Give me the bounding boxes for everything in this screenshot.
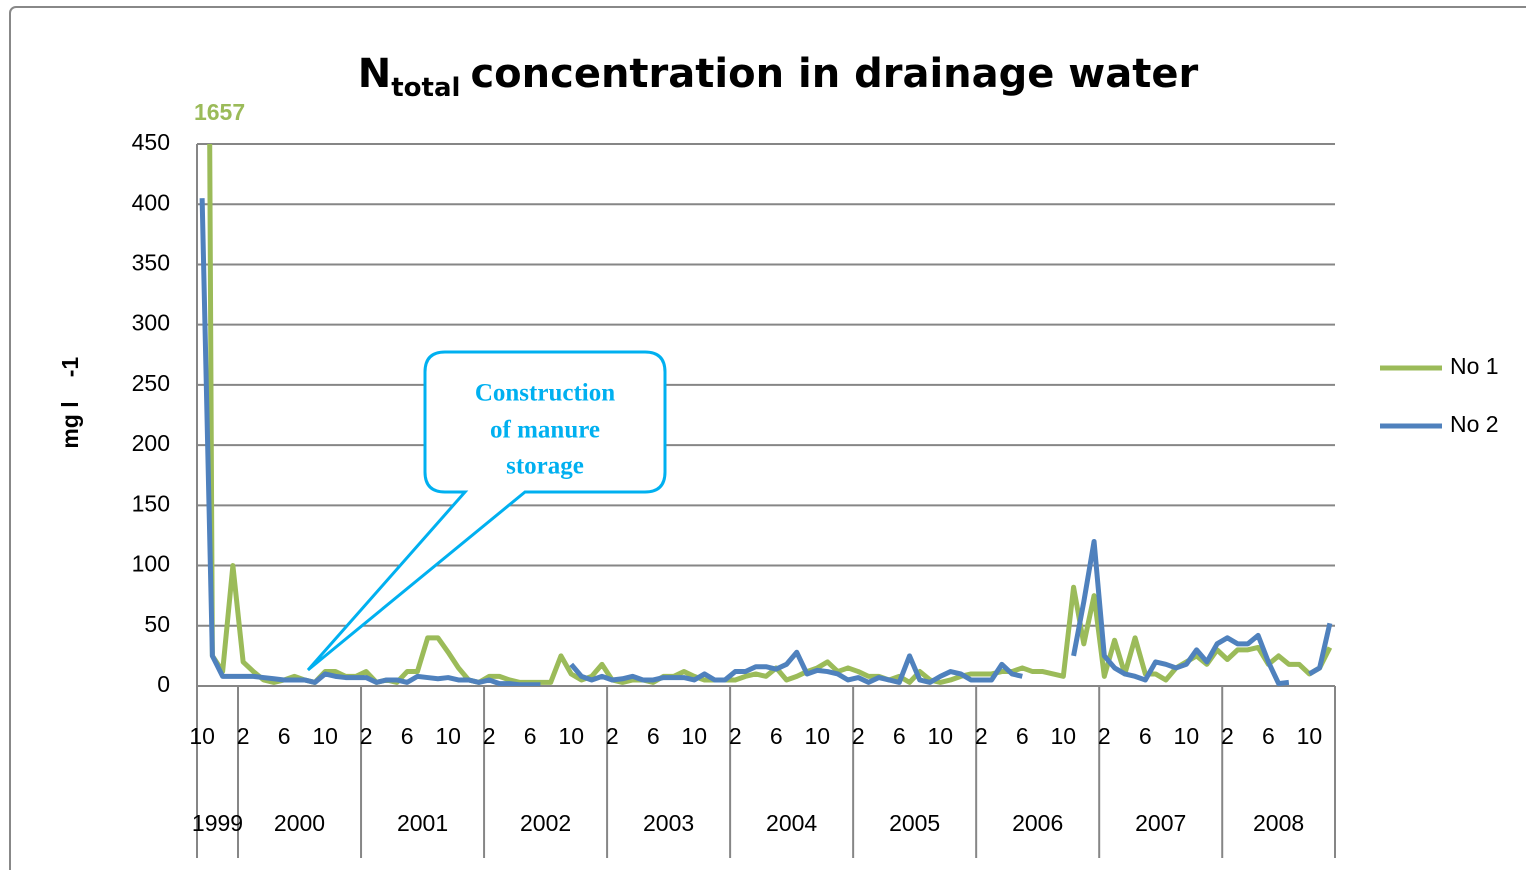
x-group-label: 2001: [397, 810, 448, 836]
x-tick-label: 10: [1051, 723, 1077, 749]
x-tick-label: 6: [647, 723, 660, 749]
x-tick-label: 2: [975, 723, 988, 749]
x-tick-label: 2: [1221, 723, 1234, 749]
y-label: mg l: [57, 401, 83, 448]
y-tick-label: 50: [144, 611, 170, 637]
y-tick-label: 250: [132, 370, 170, 396]
x-tick-label: 6: [524, 723, 537, 749]
legend-label: No 2: [1450, 411, 1499, 437]
chart-frame: [9, 6, 1526, 870]
y-tick-label: 450: [132, 129, 170, 155]
callout-text: of manure: [490, 417, 600, 444]
chart-title: Ntotal concentration in drainage water: [358, 51, 1199, 103]
lines: [199, 144, 1333, 686]
legend-label: No 1: [1450, 353, 1499, 379]
title-main: N: [358, 51, 391, 97]
x-group-label: 2002: [520, 810, 571, 836]
x-tick-label: 10: [927, 723, 953, 749]
x-tick-label: 10: [558, 723, 584, 749]
y-tick-label: 350: [132, 250, 170, 276]
x-tick-label: 10: [312, 723, 338, 749]
x-tick-label: 2: [606, 723, 619, 749]
x-group-label: 2006: [1012, 810, 1063, 836]
y-tick-label: 400: [132, 189, 170, 215]
y-tick-label: 0: [157, 671, 170, 697]
y-label-sup: -1: [57, 357, 83, 378]
x-group-label: 1999: [192, 810, 243, 836]
x-tick-label: 6: [893, 723, 906, 749]
x-tick-label: 10: [435, 723, 461, 749]
y-tick-label: 150: [132, 490, 170, 516]
callout-box: [306, 350, 667, 672]
x-tick-label: 2: [1098, 723, 1111, 749]
x-tick-label: 6: [401, 723, 414, 749]
x-tick-label: 6: [1262, 723, 1275, 749]
x-group-label: 2003: [643, 810, 694, 836]
x-group-label: 2008: [1253, 810, 1304, 836]
x-tick-label: 10: [804, 723, 830, 749]
y-tick-label: 200: [132, 430, 170, 456]
x-tick-label: 2: [360, 723, 373, 749]
callout-text: storage: [506, 453, 584, 480]
x-tick-label: 2: [483, 723, 496, 749]
x-tick-label: 6: [1016, 723, 1029, 749]
x-group-label: 2000: [274, 810, 325, 836]
x-tick-label: 6: [1139, 723, 1152, 749]
x-tick-label: 6: [770, 723, 783, 749]
x-tick-label: 10: [681, 723, 707, 749]
y-tick-label: 100: [132, 551, 170, 577]
callout-text: Construction: [475, 380, 615, 407]
x-tick-label: 2: [852, 723, 865, 749]
y-axis-label: mg l -1: [57, 357, 83, 449]
x-group-label: 2007: [1135, 810, 1186, 836]
x-tick-label: 10: [1297, 723, 1323, 749]
x-tick-label: 2: [729, 723, 742, 749]
y-tick-label: 300: [132, 310, 170, 336]
title-subscript: total: [391, 73, 460, 103]
x-group-label: 2005: [889, 810, 940, 836]
x-tick-label: 10: [189, 723, 215, 749]
x-group-label: 2004: [766, 810, 817, 836]
data-label: 1657: [194, 99, 245, 125]
title-rest: concentration in drainage water: [470, 51, 1198, 97]
series-line: [199, 198, 1333, 686]
grid: [196, 143, 1336, 858]
x-tick-label: 2: [237, 723, 250, 749]
x-tick-label: 6: [278, 723, 291, 749]
x-tick-label: 10: [1174, 723, 1200, 749]
